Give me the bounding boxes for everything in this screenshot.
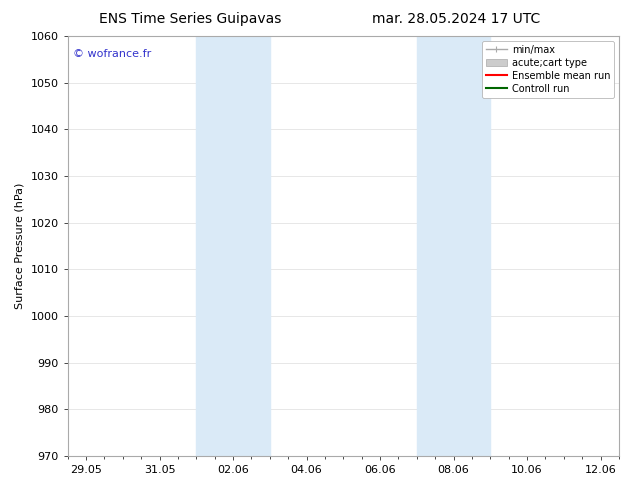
Text: © wofrance.fr: © wofrance.fr [73,49,152,59]
Y-axis label: Surface Pressure (hPa): Surface Pressure (hPa) [15,183,25,309]
Text: mar. 28.05.2024 17 UTC: mar. 28.05.2024 17 UTC [372,12,541,26]
Text: ENS Time Series Guipavas: ENS Time Series Guipavas [99,12,281,26]
Legend: min/max, acute;cart type, Ensemble mean run, Controll run: min/max, acute;cart type, Ensemble mean … [482,41,614,98]
Bar [417,36,490,456]
Bar [197,36,270,456]
